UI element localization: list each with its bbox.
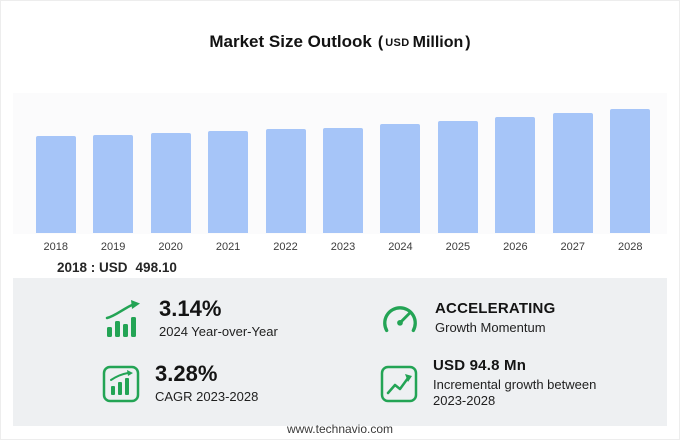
stat-label: 2024 Year-over-Year [159, 323, 278, 339]
stat-value: ACCELERATING [435, 299, 556, 317]
x-tick-label: 2027 [560, 241, 586, 253]
bar-2026 [495, 117, 536, 233]
stat-cagr: 3.28% CAGR 2023-2028 [101, 360, 379, 405]
x-tick-label: 2028 [618, 241, 643, 253]
title-paren-close: ) [465, 34, 471, 51]
stat-momentum: ACCELERATING Growth Momentum [379, 299, 657, 339]
base-year-value: 498.10 [135, 260, 177, 275]
bar-slot: 2023 [314, 93, 371, 253]
x-tick-label: 2019 [100, 241, 126, 253]
bar-slot: 2018 [27, 93, 84, 253]
bar-slot: 2019 [84, 93, 141, 253]
bar-2020 [150, 133, 191, 233]
bar-slot: 2024 [372, 93, 429, 253]
bar-2027 [552, 113, 593, 233]
title-unit: Million [412, 34, 464, 51]
bars-container: 2018 2019 2020 2021 2022 2023 2024 2025 2026 2027… [27, 93, 659, 253]
x-tick-label: 2021 [215, 241, 241, 253]
bar-2023 [322, 128, 363, 233]
bar-slot: 2020 [142, 93, 199, 253]
x-tick-label: 2018 [43, 241, 68, 253]
bar-2028 [610, 109, 651, 233]
stat-label: Incremental growth between 2023-2028 [433, 377, 597, 409]
bar-2018 [35, 136, 76, 233]
bar-growth-icon [101, 299, 145, 339]
base-year-label: 2018 : USD [57, 260, 128, 275]
bar-slot: 2028 [602, 93, 659, 253]
x-tick-label: 2023 [330, 241, 356, 253]
x-tick-label: 2025 [445, 241, 471, 253]
incremental-growth-icon [379, 364, 419, 404]
title-text: Market Size Outlook [209, 32, 372, 51]
base-year-annotation: 2018 : USD 498.10 [57, 260, 177, 275]
stat-incremental-growth: USD 94.8 Mn Incremental growth between 2… [379, 356, 657, 410]
bar-2025 [437, 121, 478, 233]
chart-title: Market Size Outlook (USD Million) [1, 32, 679, 52]
bar-slot: 2025 [429, 93, 486, 253]
bar-2022 [265, 129, 306, 233]
bar-chart: 2018 2019 2020 2021 2022 2023 2024 2025 2026 2027… [27, 93, 659, 253]
stat-value: 3.14% [159, 295, 222, 321]
bar-slot: 2021 [199, 93, 256, 253]
cagr-chart-icon [101, 364, 141, 404]
bar-slot: 2026 [487, 93, 544, 253]
stat-label: CAGR 2023-2028 [155, 388, 259, 404]
footer-url: www.technavio.com [286, 422, 394, 436]
title-currency: USD [385, 37, 410, 49]
stat-value: USD 94.8 Mn [433, 356, 527, 374]
bar-2019 [93, 135, 134, 233]
title-paren-open: ( [377, 34, 384, 51]
gauge-icon [379, 299, 421, 339]
x-tick-label: 2022 [273, 241, 298, 253]
bar-slot: 2027 [544, 93, 601, 253]
bar-2024 [380, 124, 421, 233]
stat-value: 3.28% [155, 360, 218, 386]
stats-panel: 3.14% 2024 Year-over-Year ACCELERATING G… [13, 278, 667, 426]
bar-slot: 2022 [257, 93, 314, 253]
x-tick-label: 2020 [158, 241, 183, 253]
bar-2021 [208, 131, 249, 233]
stat-yoy: 3.14% 2024 Year-over-Year [101, 295, 379, 340]
stat-label: Growth Momentum [435, 320, 546, 336]
x-tick-label: 2024 [388, 241, 413, 253]
x-tick-label: 2026 [503, 241, 528, 253]
